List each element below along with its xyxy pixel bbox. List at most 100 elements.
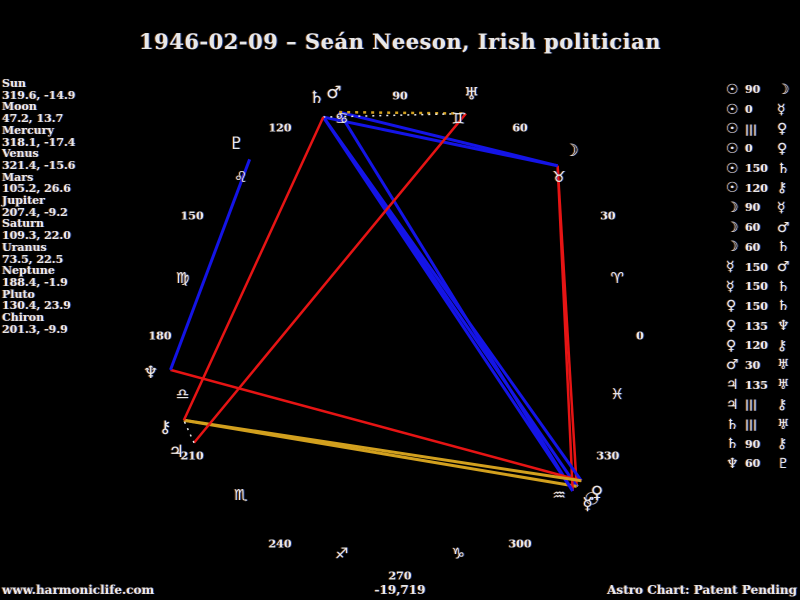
zodiac-glyph-leo: ♌ bbox=[234, 168, 247, 186]
saturn-glyph: ♄ bbox=[726, 436, 739, 453]
aspect-line-neptune-60-pluto bbox=[169, 158, 252, 371]
zodiac-glyph-taurus: ♉ bbox=[552, 168, 565, 186]
aspect-angle: ||| bbox=[745, 398, 758, 412]
planet-coords: 318.1, -17.4 bbox=[2, 135, 76, 149]
aspect-line-jupiter-|||-chiron bbox=[183, 419, 195, 444]
aspect-angle: 135 bbox=[745, 319, 768, 333]
moon-glyph: ☽ bbox=[726, 199, 739, 216]
zodiac-glyph-aquarius: ♒ bbox=[552, 486, 565, 504]
aspect-angle: 90 bbox=[745, 437, 761, 451]
sun-glyph: ☉ bbox=[726, 160, 739, 177]
aspect-angle: 90 bbox=[745, 83, 761, 97]
planet-glyph-uranus: ♅ bbox=[464, 84, 479, 104]
mercury-glyph: ☿ bbox=[777, 101, 786, 118]
planet-name: Mercury bbox=[2, 123, 54, 137]
aspect-line-moon-90-mercury bbox=[556, 165, 574, 491]
planet-glyph-sun: ☉ bbox=[584, 489, 599, 509]
aspect-row: ♀ 120 ⚷ bbox=[726, 336, 797, 356]
planet-coords: 201.3, -9.9 bbox=[2, 322, 68, 336]
aspect-angle: 150 bbox=[745, 260, 768, 274]
planet-glyph-saturn: ♄ bbox=[309, 88, 324, 108]
aspect-row: ♂ 30 ♅ bbox=[726, 356, 797, 376]
chiron-glyph: ⚷ bbox=[777, 337, 788, 354]
moon-glyph: ☽ bbox=[726, 239, 739, 256]
planet-glyph-venus: ♀ bbox=[591, 483, 603, 503]
planet-glyph-mars: ♂ bbox=[326, 83, 341, 103]
zodiac-glyph-virgo: ♍ bbox=[176, 269, 189, 287]
aspect-angle: 60 bbox=[745, 457, 761, 471]
planet-name: Chiron bbox=[2, 311, 45, 325]
website-watermark: www.harmoniclife.com bbox=[2, 583, 155, 597]
planet-name: Moon bbox=[2, 100, 37, 114]
aspect-angle: 30 bbox=[745, 358, 761, 372]
saturn-glyph: ♄ bbox=[777, 298, 790, 315]
aspect-line-jupiter-135-uranus bbox=[193, 112, 467, 444]
degree-label-0: 0 bbox=[636, 330, 644, 343]
zodiac-glyph-scorpio: ♏ bbox=[234, 486, 248, 504]
planet-name: Mars bbox=[2, 170, 34, 184]
sun-glyph: ☉ bbox=[726, 81, 739, 98]
moon-glyph: ☽ bbox=[726, 219, 739, 236]
zodiac-glyph-libra: ♎ bbox=[176, 385, 189, 403]
saturn-glyph: ♄ bbox=[777, 239, 790, 256]
jupiter-glyph: ♃ bbox=[726, 377, 739, 394]
aspect-angle: 60 bbox=[745, 221, 761, 235]
degree-label-210: 210 bbox=[181, 450, 204, 463]
sun-glyph: ☉ bbox=[726, 180, 739, 197]
sun-glyph: ☉ bbox=[726, 140, 739, 157]
planet-name: Neptune bbox=[2, 264, 55, 278]
aspect-angle: 120 bbox=[745, 181, 768, 195]
planet-name: Pluto bbox=[2, 287, 35, 301]
mars-glyph: ♂ bbox=[777, 259, 790, 276]
patent-notice: Astro Chart: Patent Pending bbox=[607, 583, 797, 597]
aspect-line-venus-150-saturn bbox=[322, 116, 583, 482]
aspect-row: ☽ 60 ♂ bbox=[726, 218, 797, 238]
aspects-panel: ☉ 90 ☽ ☉ 0 ☿ ☉ ||| ♀ ☉ 0 ♀ ☉ 150 ♄ ☉ 120 ⚷ ☽ 90 ☿ ☽ 60 ♂ ☽ 60 ♄ ☿ 15… bbox=[726, 80, 797, 474]
uranus-glyph: ♅ bbox=[777, 377, 790, 394]
mercury-glyph: ☿ bbox=[726, 259, 735, 276]
venus-glyph: ♀ bbox=[726, 298, 737, 315]
aspect-row: ♃ 135 ♅ bbox=[726, 375, 797, 395]
degree-label-30: 30 bbox=[600, 210, 616, 223]
zodiac-glyph-sagittarius: ♐ bbox=[335, 544, 348, 562]
aspect-angle: 60 bbox=[745, 240, 761, 254]
aspect-angle: 150 bbox=[745, 299, 768, 313]
planet-positions-panel: Sun 319.6, -14.9 Moon 47.2, 13.7 Mercury 318.… bbox=[2, 78, 75, 335]
chiron-glyph: ⚷ bbox=[777, 436, 788, 453]
aspect-row: ♃ ||| ⚷ bbox=[726, 395, 797, 415]
saturn-glyph: ♄ bbox=[726, 416, 739, 433]
planet-name: Venus bbox=[2, 147, 39, 161]
degree-label-270: 270 bbox=[389, 570, 412, 583]
aspect-row: ☉ ||| ♀ bbox=[726, 119, 797, 139]
degree-label-300: 300 bbox=[509, 537, 532, 550]
planet-coords: 188.4, -1.9 bbox=[2, 275, 68, 289]
aspect-angle: 0 bbox=[745, 103, 753, 117]
venus-glyph: ♀ bbox=[777, 140, 788, 157]
sun-glyph: ☉ bbox=[726, 101, 739, 118]
venus-glyph: ♀ bbox=[777, 121, 788, 138]
uranus-glyph: ♅ bbox=[777, 357, 790, 374]
aspect-angle: 90 bbox=[745, 201, 761, 215]
venus-glyph: ♀ bbox=[726, 318, 737, 335]
planet-glyph-neptune: ♆ bbox=[143, 363, 158, 383]
mercury-glyph: ☿ bbox=[726, 278, 735, 295]
aspect-row: ☉ 0 ☿ bbox=[726, 100, 797, 120]
saturn-glyph: ♄ bbox=[777, 278, 790, 295]
day-offset-label: -19,719 bbox=[374, 583, 426, 597]
planet-glyph-moon: ☽ bbox=[564, 141, 579, 161]
planet-glyph-mercury: ☿ bbox=[582, 494, 592, 514]
planet-coords: 105.2, 26.6 bbox=[2, 182, 71, 196]
planet-glyph-jupiter: ♃ bbox=[169, 442, 184, 462]
aspect-angle: 150 bbox=[745, 280, 768, 294]
mercury-glyph: ☿ bbox=[777, 199, 786, 216]
aspect-angle: 120 bbox=[745, 339, 768, 353]
aspect-angle: 135 bbox=[745, 378, 768, 392]
aspect-line-mercury-150-saturn bbox=[322, 116, 574, 492]
aspect-row: ☉ 0 ♀ bbox=[726, 139, 797, 159]
zodiac-glyph-cancer: ♋ bbox=[335, 110, 348, 128]
planet-coords: 130.4, 23.9 bbox=[2, 299, 71, 313]
degree-label-180: 180 bbox=[149, 330, 172, 343]
planet-name: Saturn bbox=[2, 217, 44, 231]
